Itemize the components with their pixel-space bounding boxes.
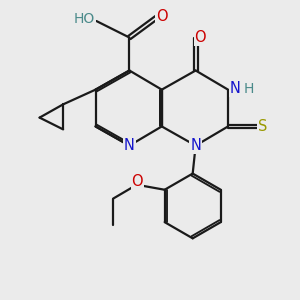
Text: N: N bbox=[230, 81, 241, 96]
Text: O: O bbox=[156, 9, 168, 24]
Text: O: O bbox=[194, 30, 206, 45]
Text: O: O bbox=[131, 174, 143, 189]
Text: N: N bbox=[124, 138, 135, 153]
Text: H: H bbox=[244, 82, 254, 96]
Text: S: S bbox=[258, 119, 267, 134]
Text: HO: HO bbox=[74, 12, 95, 26]
Text: N: N bbox=[190, 138, 201, 153]
